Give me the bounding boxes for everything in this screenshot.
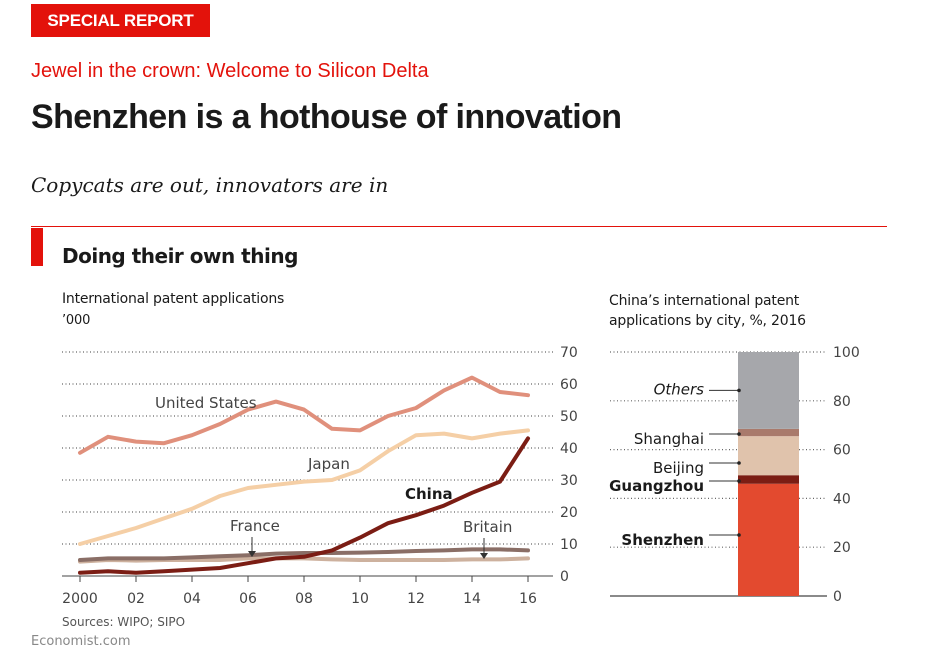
series-label-united-states: United States [155,394,257,412]
y-tick-label: 50 [560,409,578,425]
x-tick-label: 10 [351,591,369,607]
y-tick-label: 20 [560,505,578,521]
article-headline: Shenzhen is a hothouse of innovation [31,98,622,136]
bar-segment-beijing [738,436,799,476]
bar-segment-guangzhou [738,475,799,484]
bar-y-tick-label: 40 [833,491,851,507]
series-line-china [78,436,530,575]
bar-y-tick-label: 80 [833,394,851,410]
france-leader-arrow [248,551,256,557]
economist-credit: Economist.com [31,634,131,649]
bar-leader-dot-beijing [737,461,741,465]
x-tick-label: 06 [239,591,257,607]
special-report-badge: SPECIAL REPORT [31,4,210,37]
bar-label-beijing: Beijing [653,459,704,477]
bar-y-tick-label: 100 [833,345,860,361]
bar-leader-dot-shanghai [737,432,741,436]
series-label-china: China [405,485,453,503]
line-chart-subtitle: International patent applications [62,291,285,307]
bar-segment-shenzhen [738,483,799,596]
bar-label-others: Others [654,380,705,398]
x-tick-label: 14 [463,591,481,607]
line-chart-unit: ’000 [62,313,91,328]
series-line-france [78,547,530,562]
series-label-japan: Japan [307,455,350,473]
bar-y-tick-label: 20 [833,540,851,556]
bar-y-tick-label: 60 [833,443,851,459]
britain-leader-arrow [480,553,488,559]
y-tick-label: 40 [560,441,578,457]
y-tick-label: 60 [560,377,578,393]
article-kicker[interactable]: Jewel in the crown: Welcome to Silicon D… [31,60,429,82]
x-tick-label: 2000 [62,591,98,607]
bar-leader-dot-others [737,388,741,393]
bar-label-shanghai: Shanghai [634,430,704,448]
y-tick-label: 70 [560,345,578,361]
bar-label-shenzhen: Shenzhen [621,531,704,549]
x-tick-label: 16 [519,591,537,607]
chart-title: Doing their own thing [62,244,298,268]
series-line-japan [78,428,530,546]
chart-red-tag [31,228,43,266]
x-tick-label: 02 [127,591,145,607]
x-tick-label: 08 [295,591,313,607]
y-tick-label: 10 [560,537,578,553]
series-line-united-states [78,375,530,455]
series-label-france: France [230,517,280,535]
bar-leader-dot-shenzhen [737,533,741,537]
y-tick-label: 0 [560,569,569,585]
article-subhead: Copycats are out, innovators are in [31,173,389,197]
bar-y-tick-label: 0 [833,589,842,605]
chart-top-rule [31,226,887,227]
y-tick-label: 30 [560,473,578,489]
x-tick-label: 04 [183,591,201,607]
bar-leader-dot-guangzhou [737,479,741,483]
bar-chart-subtitle: China’s international patent application… [609,293,806,329]
sources-note: Sources: WIPO; SIPO [62,615,186,629]
bar-segment-others [738,352,799,429]
bar-segment-shanghai [738,428,799,437]
series-label-britain: Britain [463,518,512,536]
x-tick-label: 12 [407,591,425,607]
bar-label-guangzhou: Guangzhou [609,477,704,495]
